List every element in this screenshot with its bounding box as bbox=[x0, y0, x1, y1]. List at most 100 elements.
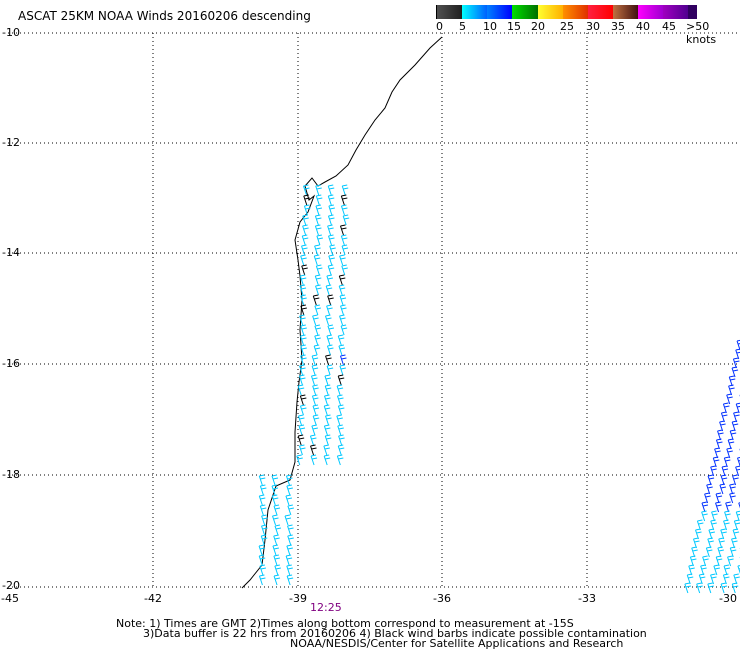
wind-barb bbox=[300, 304, 307, 316]
wind-barb bbox=[711, 510, 718, 522]
wind-barb bbox=[722, 402, 730, 414]
wind-barb bbox=[327, 264, 335, 276]
wind-barb bbox=[325, 314, 332, 326]
wind-barb bbox=[327, 294, 334, 306]
wind-barb bbox=[272, 514, 279, 526]
wind-barb bbox=[273, 574, 281, 586]
wind-barb bbox=[707, 537, 714, 549]
wind-barb bbox=[325, 414, 332, 426]
wind-barb bbox=[340, 234, 348, 246]
wind-barb bbox=[701, 510, 708, 522]
wind-barb bbox=[696, 582, 703, 594]
legend-label: 10 bbox=[483, 20, 497, 33]
map-title: ASCAT 25KM NOAA Winds 20160206 descendin… bbox=[18, 9, 311, 23]
wind-barb bbox=[733, 573, 740, 585]
wind-barb bbox=[339, 254, 346, 266]
wind-barb bbox=[296, 454, 303, 466]
wind-barb bbox=[324, 434, 332, 446]
wind-barb bbox=[720, 411, 728, 423]
wind-barb bbox=[707, 474, 715, 486]
wind-barb bbox=[700, 564, 707, 576]
wind-barb bbox=[326, 364, 334, 376]
wind-barb bbox=[735, 510, 740, 522]
legend-swatch bbox=[638, 5, 664, 19]
wind-barb bbox=[312, 414, 320, 426]
wind-barb bbox=[258, 574, 266, 586]
wind-barb bbox=[710, 519, 717, 531]
wind-barb bbox=[323, 424, 331, 436]
wind-barb bbox=[735, 402, 740, 414]
lat-label: -14 bbox=[2, 246, 20, 259]
wind-barb bbox=[337, 394, 344, 406]
legend-swatch bbox=[688, 5, 698, 19]
wind-barb bbox=[710, 573, 717, 585]
wind-barb bbox=[704, 492, 711, 504]
wind-barb bbox=[259, 564, 266, 576]
wind-barb bbox=[732, 357, 740, 369]
wind-barb bbox=[273, 554, 280, 566]
wind-barb bbox=[325, 284, 333, 296]
wind-barb bbox=[313, 344, 321, 356]
wind-barb bbox=[329, 244, 336, 256]
wind-barb bbox=[328, 254, 335, 266]
wind-barb bbox=[271, 474, 279, 486]
wind-barb bbox=[324, 374, 332, 386]
wind-barb bbox=[341, 184, 349, 196]
wind-barb bbox=[273, 504, 281, 516]
wind-barb bbox=[260, 534, 268, 546]
wind-barb bbox=[339, 364, 346, 376]
wind-barb bbox=[315, 194, 323, 206]
wind-barb bbox=[712, 456, 720, 468]
wind-barb bbox=[339, 294, 347, 306]
lon-label: -36 bbox=[433, 592, 451, 605]
wind-barb bbox=[721, 465, 729, 477]
wind-barb bbox=[324, 394, 331, 406]
wind-barb bbox=[299, 274, 307, 286]
wind-barb bbox=[720, 474, 728, 486]
wind-barb bbox=[300, 344, 307, 356]
wind-barb bbox=[323, 454, 331, 466]
wind-barb bbox=[688, 564, 695, 576]
wind-barb bbox=[287, 504, 294, 516]
lon-label: -33 bbox=[578, 592, 596, 605]
wind-barb bbox=[312, 404, 320, 416]
wind-barb bbox=[326, 344, 334, 356]
wind-barb bbox=[341, 264, 348, 276]
wind-barb bbox=[722, 573, 730, 585]
wind-barb bbox=[720, 528, 727, 540]
wind-barb bbox=[313, 254, 321, 266]
wind-barb bbox=[298, 444, 306, 456]
wind-barb bbox=[299, 404, 307, 416]
wind-barb bbox=[272, 544, 280, 556]
wind-barb bbox=[314, 274, 322, 286]
wind-barb bbox=[337, 444, 345, 456]
wind-barb bbox=[719, 483, 727, 495]
wind-barb bbox=[717, 546, 724, 558]
wind-barb bbox=[302, 224, 309, 236]
wind-barb bbox=[340, 354, 347, 366]
legend-swatch bbox=[487, 5, 513, 19]
lon-label: -39 bbox=[289, 592, 307, 605]
wind-barb bbox=[301, 244, 308, 256]
wind-barb bbox=[726, 447, 733, 459]
wind-barb bbox=[311, 394, 319, 406]
wind-barb bbox=[337, 424, 344, 436]
lon-label: -30 bbox=[719, 592, 737, 605]
legend-label: 0 bbox=[436, 20, 443, 33]
lat-label: -12 bbox=[2, 136, 20, 149]
wind-barb bbox=[311, 424, 318, 436]
wind-barb bbox=[258, 554, 266, 566]
legend-swatch bbox=[437, 5, 463, 19]
legend-label: 30 bbox=[586, 20, 600, 33]
wind-barb bbox=[326, 304, 333, 316]
wind-barb bbox=[707, 582, 714, 594]
wind-barb bbox=[303, 204, 311, 216]
wind-barb bbox=[691, 546, 698, 558]
note-line-2: 3)Data buffer is 22 hrs from 20160206 4)… bbox=[143, 627, 647, 640]
wind-barb bbox=[328, 204, 335, 216]
wind-barb bbox=[698, 573, 706, 585]
wind-barb bbox=[723, 519, 730, 531]
wind-barb bbox=[327, 184, 335, 196]
wind-barb bbox=[327, 194, 335, 206]
wind-barb bbox=[696, 519, 704, 531]
